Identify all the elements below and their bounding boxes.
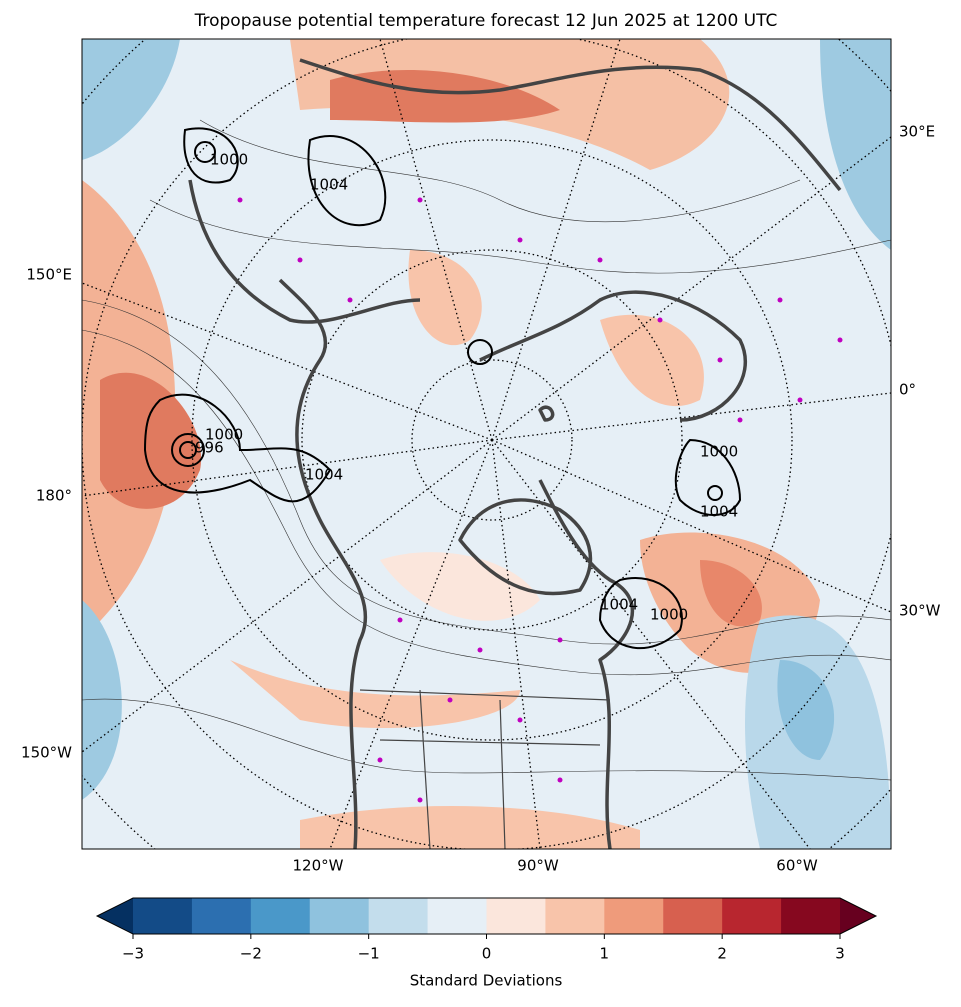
longitude-label: 90°W — [517, 857, 559, 875]
colorbar-bin — [250, 898, 311, 934]
colorbar-bin — [604, 898, 664, 934]
colorbar-tick-label: 3 — [835, 945, 845, 963]
contour-label: 1000 — [210, 151, 248, 169]
colorbar-tick-label: 2 — [717, 945, 727, 963]
colorbar-tick-label: −1 — [358, 945, 380, 963]
anomaly-field — [82, 39, 891, 849]
colorbar-bin — [781, 898, 841, 934]
longitude-label: 180° — [36, 487, 72, 505]
contour-label: 1004 — [310, 176, 348, 194]
longitude-label: 30°W — [899, 602, 941, 620]
contour-label: 1000 — [205, 426, 243, 444]
colorbar: −3 −2 −1 0 1 2 3 — [95, 897, 878, 963]
station-markers — [237, 197, 843, 803]
colorbar-tick-label: −2 — [240, 945, 262, 963]
map: 1004 1000 1000 996 1004 1000 1004 1004 1… — [82, 39, 891, 849]
longitude-labels: 30°E 150°E 0° 180° 30°W 150°W 120°W 90°W… — [21, 123, 941, 875]
colorbar-bin — [368, 898, 429, 934]
fine-contours — [82, 119, 891, 781]
longitude-label: 150°E — [26, 266, 72, 284]
colorbar-extend-min — [97, 898, 133, 934]
graticule — [82, 39, 891, 849]
colorbar-bin — [486, 898, 546, 934]
longitude-label: 30°E — [899, 123, 935, 141]
contour-label: 1000 — [650, 606, 688, 624]
colorbar-tick-label: −3 — [122, 945, 144, 963]
colorbar-bin — [191, 898, 252, 934]
colorbar-bin — [722, 898, 782, 934]
contour-label: 1000 — [700, 443, 738, 461]
colorbar-tick-label: 0 — [482, 945, 492, 963]
title: Tropopause potential temperature forecas… — [194, 11, 778, 31]
longitude-label: 0° — [899, 381, 916, 399]
colorbar-bin — [309, 898, 370, 934]
colorbar-tick-label: 1 — [600, 945, 610, 963]
longitude-label: 120°W — [293, 857, 344, 875]
colorbar-bin — [427, 898, 487, 934]
contour-label: 1004 — [700, 503, 738, 521]
coastlines — [188, 58, 842, 849]
contour-labels: 1004 1000 1000 996 1004 1000 1004 1004 1… — [195, 151, 738, 624]
colorbar-bin — [663, 898, 723, 934]
colorbar-label: Standard Deviations — [410, 972, 563, 990]
longitude-label: 150°W — [21, 744, 72, 762]
contour-label: 1004 — [305, 466, 343, 484]
isobars — [143, 127, 742, 649]
map-frame — [81, 38, 892, 850]
colorbar-bin — [545, 898, 605, 934]
longitude-label: 60°W — [776, 857, 818, 875]
colorbar-bin — [133, 898, 193, 934]
contour-label: 1004 — [600, 596, 638, 614]
contour-label: 996 — [195, 439, 224, 457]
colorbar-extend-max — [840, 898, 876, 934]
